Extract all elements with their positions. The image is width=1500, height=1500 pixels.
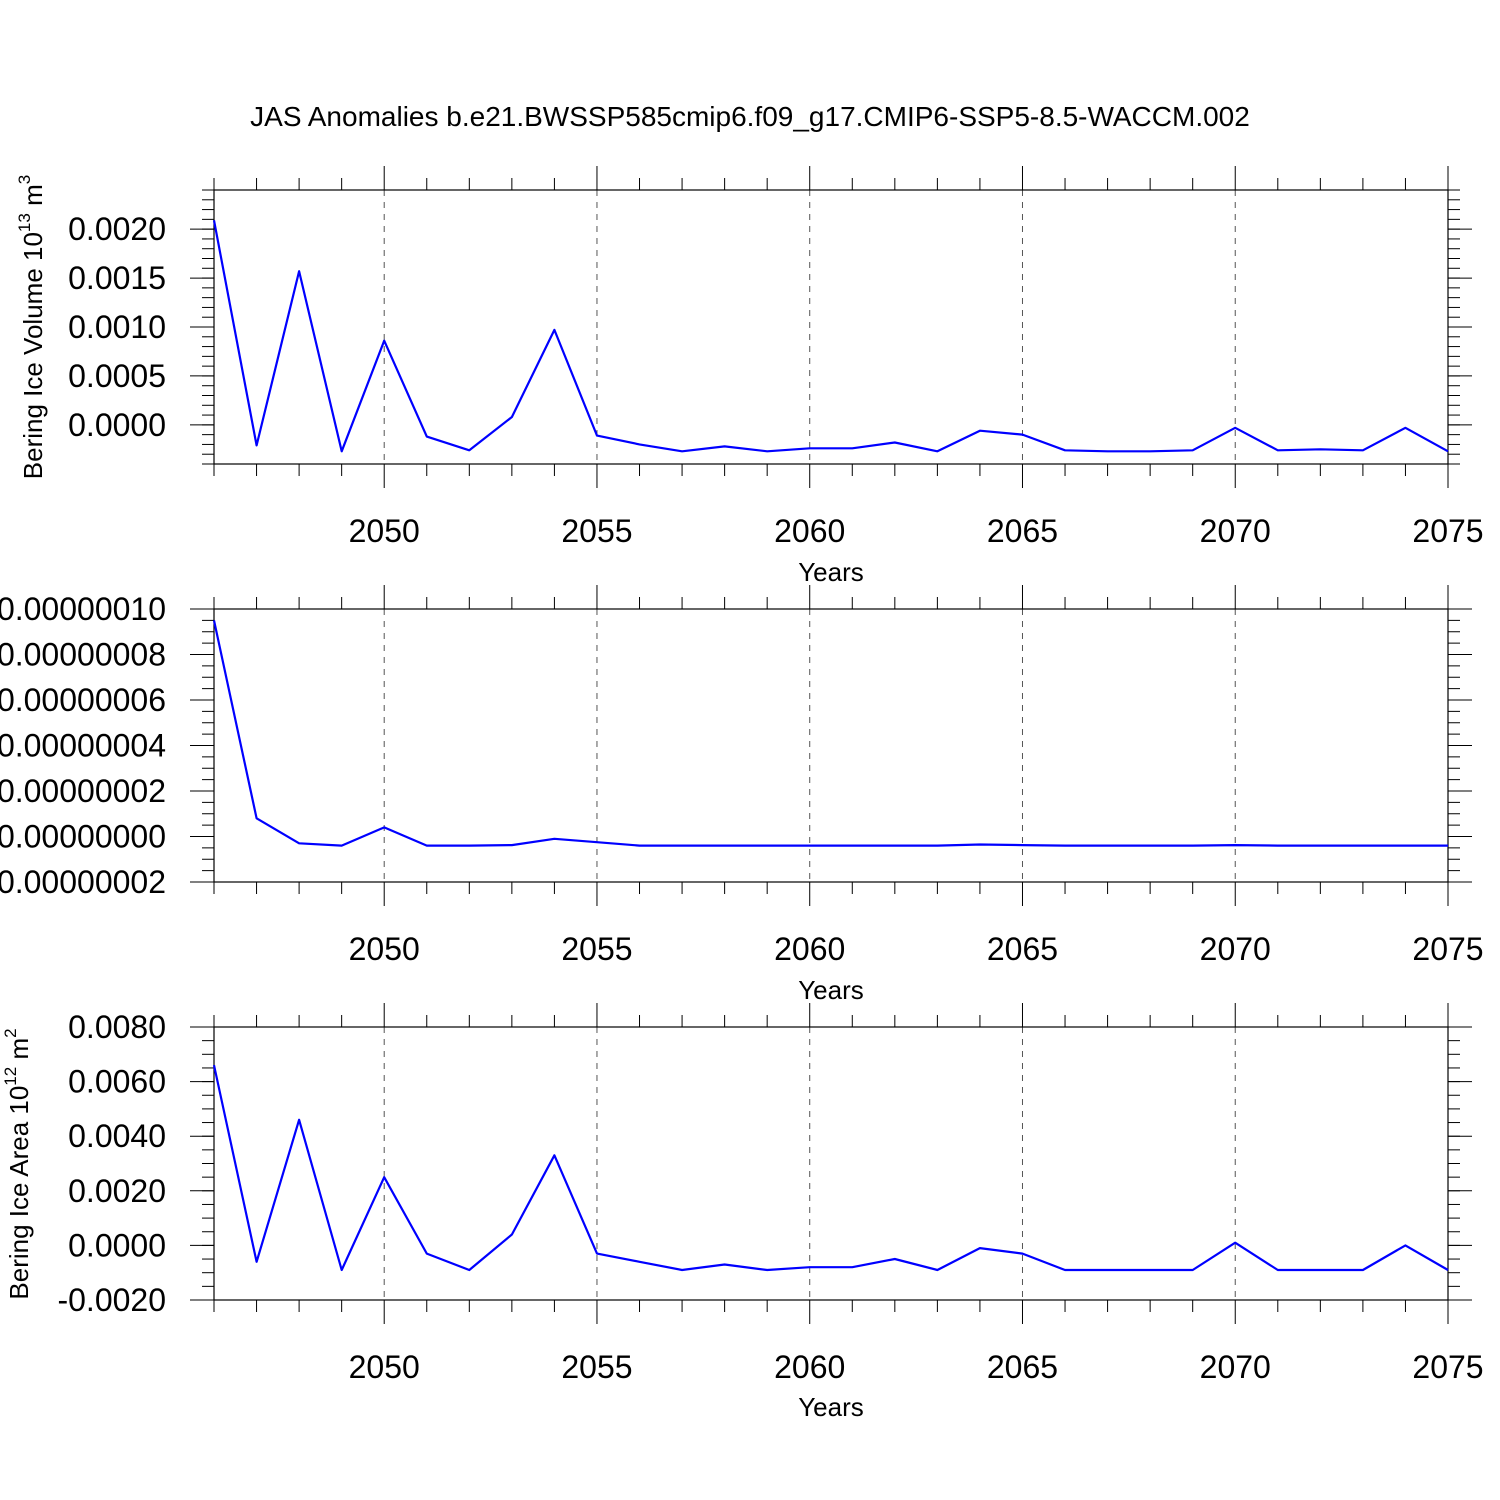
panel-ice-area: -0.0020 0.0000 0.0020 0.0040 0.0060 0.0080 20… (1, 1003, 1484, 1422)
panel-1-series (212, 220, 1449, 453)
panel-middle: -0.00000002 0.00000000 0.00000002 0.0000000… (0, 585, 1484, 1005)
y-tick-label: 0.0020 (68, 211, 166, 247)
panel-2-ticks (190, 585, 1472, 906)
panel-3-x-axis-label: Years (798, 1392, 864, 1422)
y-tick-label: 0.00000010 (0, 591, 166, 627)
x-tick-label: 2065 (987, 931, 1058, 967)
y-tick-label: -0.0020 (57, 1282, 166, 1318)
x-tick-label: 2055 (561, 1349, 632, 1385)
x-tick-label: 2050 (349, 1349, 420, 1385)
panel-1-y-tick-labels: 0.0000 0.0005 0.0010 0.0015 0.0020 (68, 211, 166, 443)
x-tick-label: 2060 (774, 1349, 845, 1385)
y-tick-label: 0.0080 (68, 1009, 166, 1045)
x-tick-label: 2075 (1412, 1349, 1483, 1385)
x-tick-label: 2070 (1200, 513, 1271, 549)
panel-1-y-unit-m-exp: 3 (15, 175, 34, 184)
panel-1-y-axis-name: Bering Ice Volume (18, 268, 48, 479)
y-tick-label: 0.0000 (68, 1227, 166, 1263)
x-tick-label: 2075 (1412, 931, 1483, 967)
y-tick-label: 0.00000002 (0, 773, 166, 809)
panel-1-ticks (190, 166, 1472, 488)
y-tick-label: 0.0040 (68, 1118, 166, 1154)
panel-2-frame (213, 608, 1449, 883)
panel-3-y-unit-m: m (4, 1038, 34, 1060)
y-tick-label: 0.00000006 (0, 682, 166, 718)
y-tick-label: 0.00000000 (0, 819, 166, 855)
x-tick-label: 2050 (349, 931, 420, 967)
panel-1-grid (383, 190, 1236, 464)
panel-2-series (212, 620, 1448, 847)
y-tick-label: -0.00000002 (0, 864, 166, 900)
series-line (212, 620, 1448, 847)
series-line (212, 1064, 1449, 1272)
panel-3-y-unit-exp: 12 (1, 1067, 20, 1086)
y-tick-label: 0.00000008 (0, 637, 166, 673)
panel-3-y-axis-label: Bering Ice Area 1012 m2 (1, 1028, 34, 1299)
x-tick-label: 2050 (349, 513, 420, 549)
panel-1-x-tick-labels: 2050 2055 2060 2065 2070 2075 (349, 513, 1484, 549)
y-tick-label: 0.0020 (68, 1173, 166, 1209)
x-tick-label: 2070 (1200, 1349, 1271, 1385)
y-tick-label: 0.0015 (68, 260, 166, 296)
x-tick-label: 2070 (1200, 931, 1271, 967)
chart-title: JAS Anomalies b.e21.BWSSP585cmip6.f09_g1… (250, 101, 1250, 132)
y-tick-label: 0.0060 (68, 1064, 166, 1100)
panel-1-y-unit-exp: 13 (15, 213, 34, 232)
panel-3-x-tick-labels: 2050 2055 2060 2065 2070 2075 (349, 1349, 1484, 1385)
y-tick-label: 0.0000 (68, 407, 166, 443)
panel-3-ticks (190, 1003, 1472, 1324)
panel-3-y-unit-base: 10 (4, 1086, 34, 1115)
panel-2-x-axis-label: Years (798, 975, 864, 1005)
panel-1-y-unit-base: 10 (18, 232, 48, 261)
panel-2-y-tick-labels: -0.00000002 0.00000000 0.00000002 0.0000000… (0, 591, 166, 900)
panel-2-x-tick-labels: 2050 2055 2060 2065 2070 2075 (349, 931, 1484, 967)
panel-1-y-axis-label: Bering Ice Volume 1013 m3 (15, 175, 48, 479)
panel-3-grid (383, 1027, 1236, 1300)
x-tick-label: 2055 (561, 931, 632, 967)
y-tick-label: 0.0010 (68, 309, 166, 345)
y-tick-label: 0.00000004 (0, 728, 166, 764)
panel-1-frame (213, 189, 1449, 465)
panel-3-y-unit-m-exp: 2 (1, 1028, 20, 1037)
panel-2-grid (383, 609, 1236, 882)
x-tick-label: 2065 (987, 513, 1058, 549)
panel-3-frame (213, 1026, 1449, 1301)
panel-1-y-unit-m: m (18, 184, 48, 206)
x-tick-label: 2060 (774, 931, 845, 967)
x-tick-label: 2065 (987, 1349, 1058, 1385)
panel-3-series (212, 1064, 1449, 1272)
panel-1-x-axis-label: Years (798, 557, 864, 587)
x-tick-label: 2055 (561, 513, 632, 549)
panel-3-y-tick-labels: -0.0020 0.0000 0.0020 0.0040 0.0060 0.0080 (57, 1009, 166, 1318)
x-tick-label: 2075 (1412, 513, 1483, 549)
panel-3-y-axis-name: Bering Ice Area (4, 1121, 34, 1299)
x-tick-label: 2060 (774, 513, 845, 549)
series-line (212, 220, 1449, 453)
y-tick-label: 0.0005 (68, 358, 166, 394)
